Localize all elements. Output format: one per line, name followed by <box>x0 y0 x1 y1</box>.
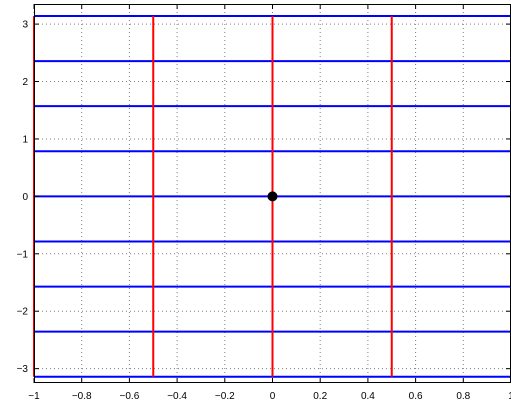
y-tick-label: 3 <box>22 20 28 31</box>
y-tick-label: 0 <box>22 192 28 203</box>
x-tick-label: −0.4 <box>167 391 187 402</box>
y-tick-label: −1 <box>17 249 29 260</box>
origin-marker-point <box>267 191 278 202</box>
x-tick-label: −0.2 <box>215 391 235 402</box>
y-tick-label: −3 <box>17 364 29 375</box>
marker-layer <box>267 191 278 202</box>
x-tick-labels: −1 −0.8 −0.6 −0.4 −0.2 0 0.2 0.4 0.6 0.8 1 <box>28 391 511 402</box>
x-tick-label: 0 <box>270 391 276 402</box>
x-tick-label: 1 <box>508 391 511 402</box>
x-tick-label: 0.4 <box>361 391 375 402</box>
y-tick-label: 2 <box>22 77 28 88</box>
x-tick-label: 0.8 <box>456 391 470 402</box>
x-tick-label: 0.2 <box>313 391 327 402</box>
y-tick-labels: −3 −2 −1 0 1 2 3 <box>17 20 29 376</box>
x-tick-label: 0.6 <box>409 391 423 402</box>
x-tick-label: −1 <box>28 391 40 402</box>
y-tick-label: 1 <box>22 134 28 145</box>
x-tick-label: −0.8 <box>72 391 92 402</box>
y-tick-label: −2 <box>17 307 29 318</box>
tick-layer <box>33 4 511 383</box>
x-tick-label: −0.6 <box>120 391 140 402</box>
